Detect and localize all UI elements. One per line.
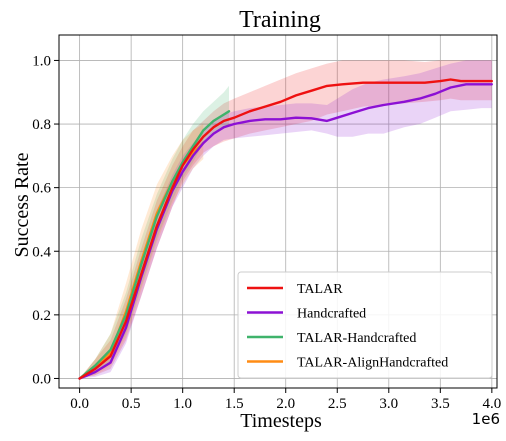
legend: TALAR Handcrafted TALAR-Handcrafted TALAR-A… (237, 271, 493, 379)
chart-title: Training (239, 7, 321, 33)
y-tick-label: 0.8 (32, 117, 51, 133)
x-offset-label: 1e6 (472, 410, 500, 428)
series-line-1 (78, 78, 493, 380)
legend-label-3: TALAR-Handcrafted (297, 331, 416, 346)
y-tick-label: 0.4 (32, 244, 51, 260)
legend-label-4: TALAR-AlignHandcrafted (297, 356, 448, 371)
x-tick-label: 2.0 (276, 396, 295, 412)
legend-label-2: Handcrafted (297, 307, 366, 322)
line-layer (78, 78, 493, 380)
series-line-3 (78, 110, 231, 380)
plot-frame (58, 34, 498, 389)
grid-layer (59, 35, 497, 388)
y-tick-label: 0.2 (32, 308, 51, 324)
x-tick-label: 3.0 (379, 396, 398, 412)
tick-layer: 0.0 0.5 1.0 1.5 2.0 2.5 3.0 3.5 4.0 0.0 0.2 0.4 0.6 0… (32, 53, 501, 412)
y-tick-label: 0.6 (32, 181, 51, 197)
x-axis-label: Timesteps (240, 410, 322, 432)
x-tick-label: 0.0 (70, 396, 89, 412)
legend-label-1: TALAR (297, 282, 343, 297)
legend-box (237, 271, 493, 379)
x-tick-label: 1.5 (225, 396, 244, 412)
x-tick-label: 1.0 (173, 396, 192, 412)
y-tick-label: 1.0 (32, 53, 51, 69)
x-tick-label: 4.0 (482, 396, 501, 412)
x-tick-label: 3.5 (431, 396, 450, 412)
x-tick-label: 0.5 (122, 396, 141, 412)
y-tick-label: 0.0 (32, 371, 51, 387)
x-tick-label: 2.5 (328, 396, 347, 412)
y-axis-label: Success Rate (11, 152, 33, 257)
